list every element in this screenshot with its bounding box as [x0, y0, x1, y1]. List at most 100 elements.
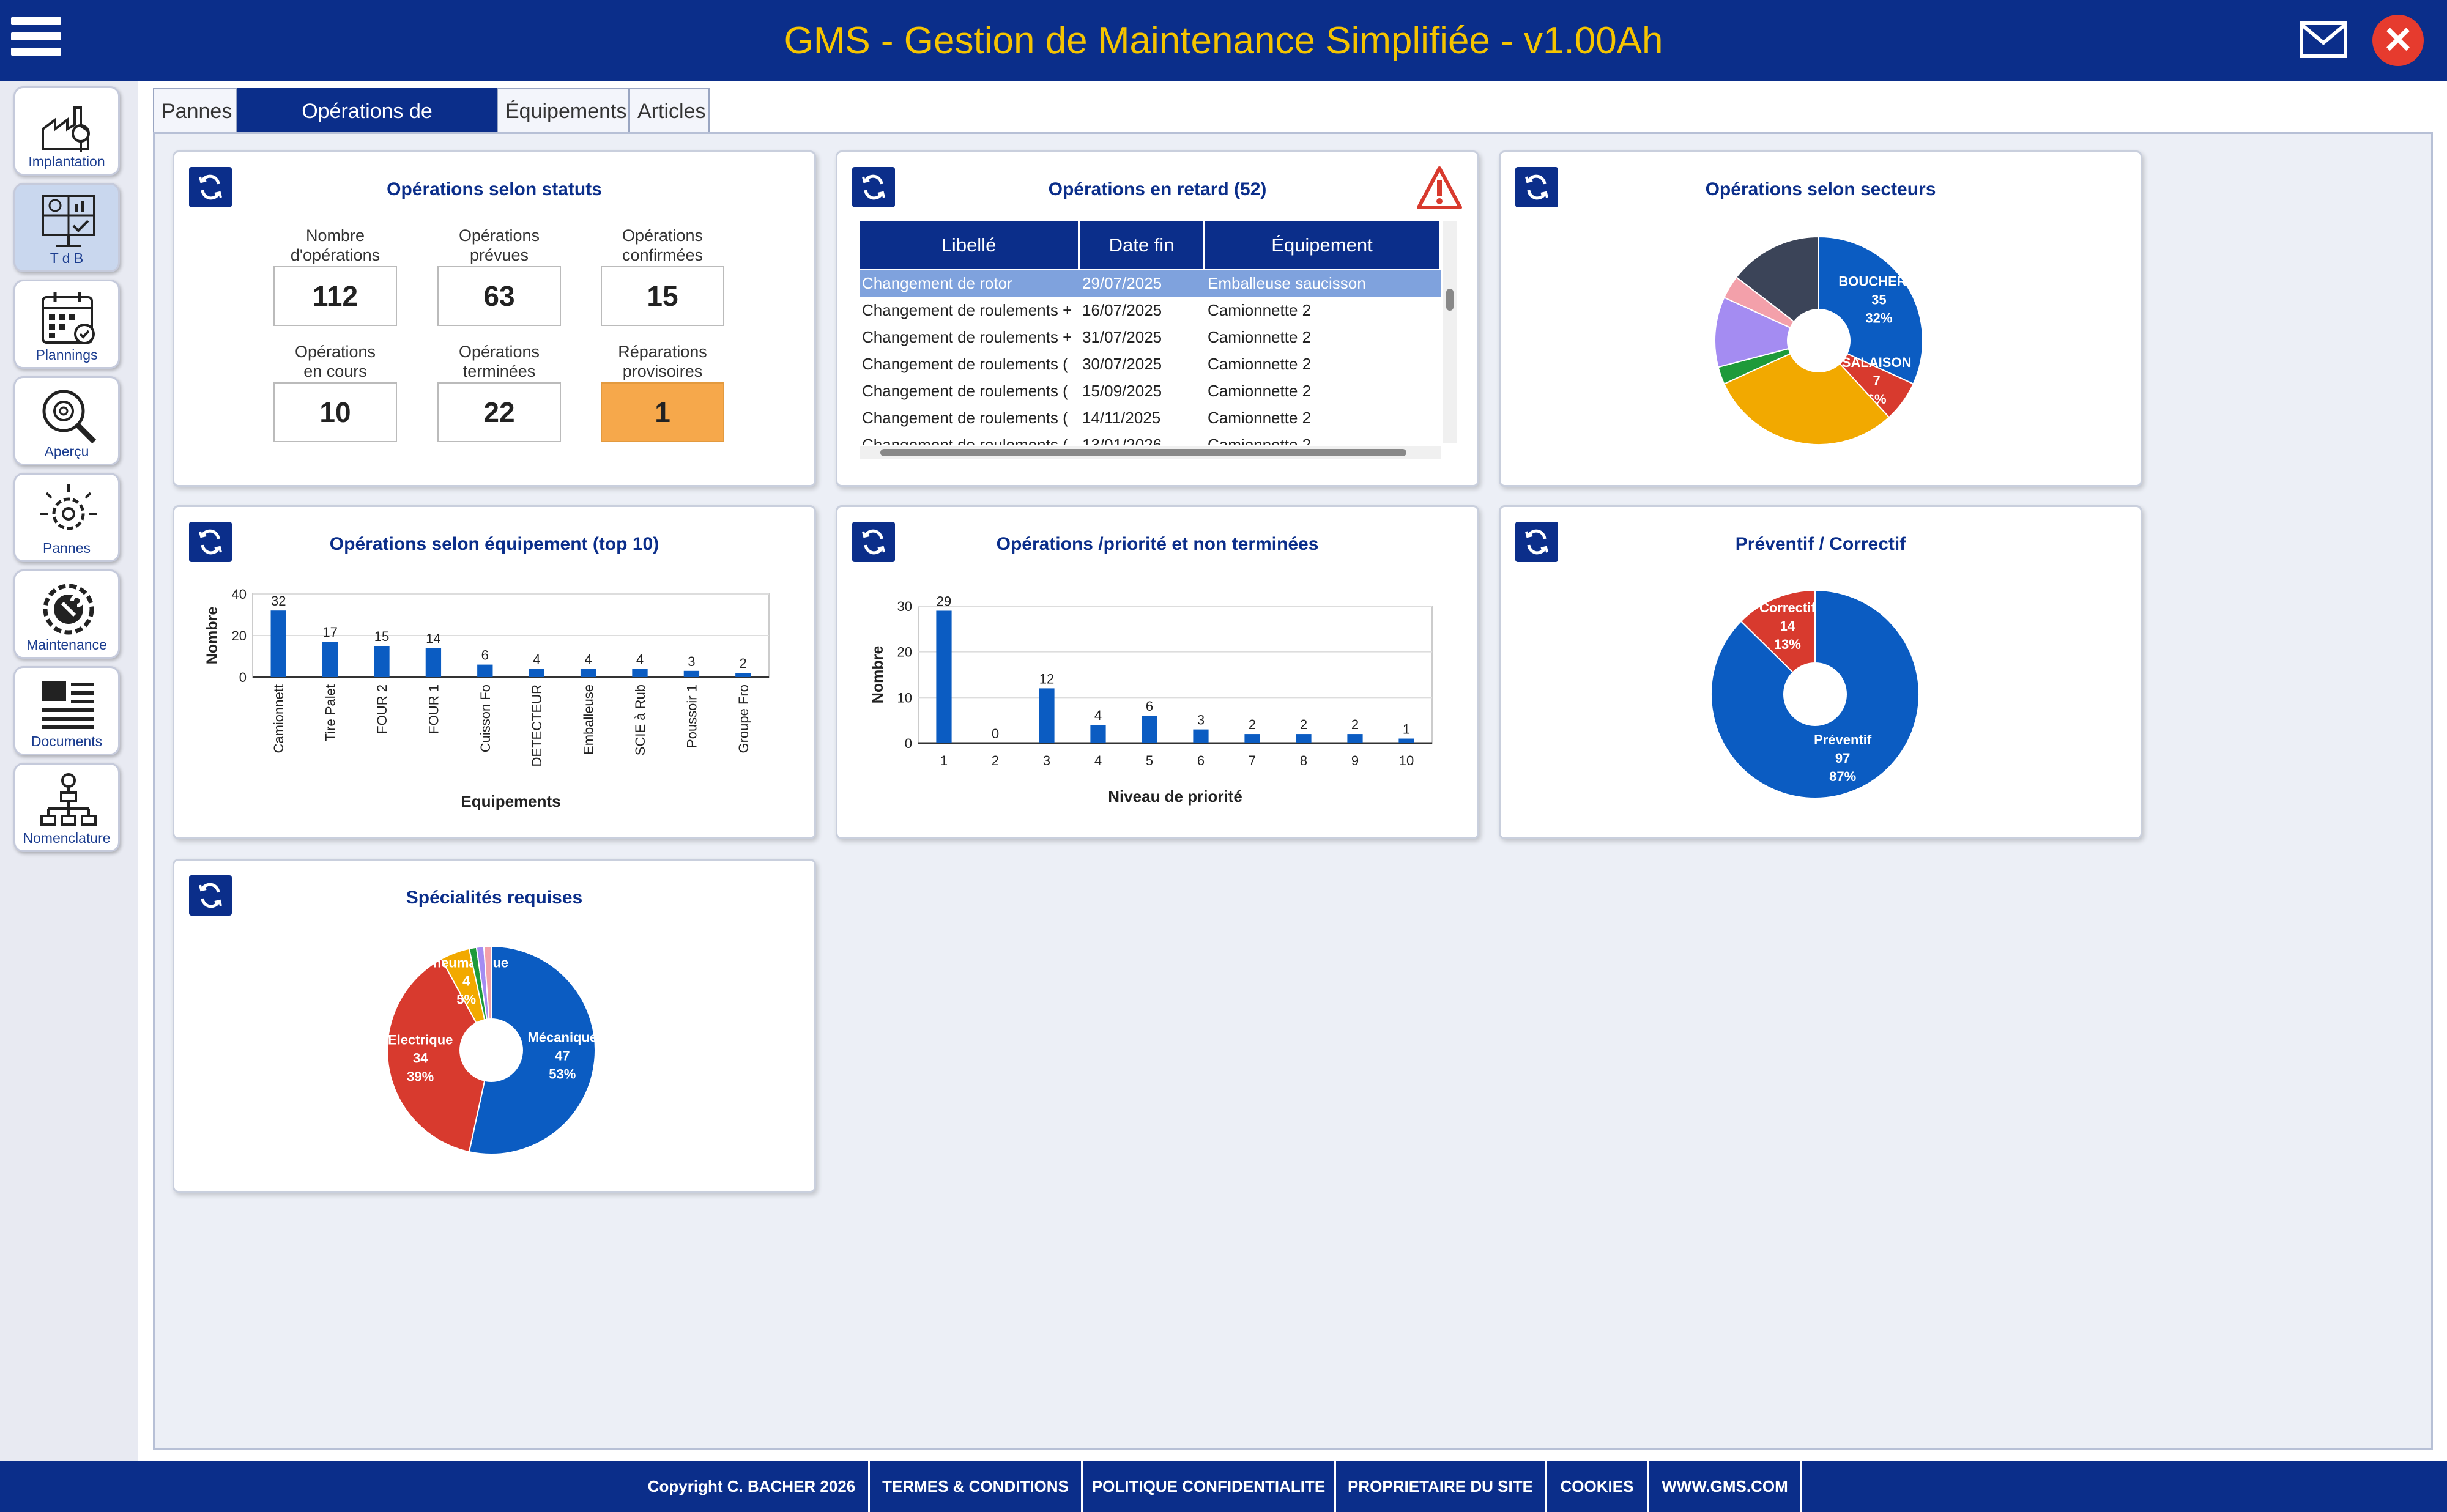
bar-value-label: 1: [1403, 722, 1410, 737]
refresh-button[interactable]: [189, 522, 232, 562]
table-cell: Camionnette 2: [1208, 409, 1312, 427]
refresh-button[interactable]: [852, 522, 895, 562]
sidebar-item-tdb[interactable]: T d B: [13, 183, 120, 272]
y-tick-label: 40: [232, 587, 247, 602]
sidebar-item-maintenance[interactable]: Maintenance: [13, 569, 120, 659]
card-secteurs: Opérations selon secteurs BOUCHERIE 35 32%…: [1499, 150, 2142, 487]
document-icon: [42, 681, 94, 729]
x-tick-label: Groupe Fro: [736, 684, 751, 754]
stat-label: Opérations confirmées: [622, 226, 704, 264]
magnifier-gear-icon: [42, 390, 97, 444]
slice-label: Pneumatique: [424, 955, 508, 970]
refresh-button[interactable]: [1515, 167, 1558, 207]
pie-slice: [468, 945, 596, 1155]
hamburger-menu-icon[interactable]: [11, 17, 61, 60]
table-row[interactable]: Changement de roulements (13/01/2026 Cami…: [860, 431, 1441, 445]
tab-pannes[interactable]: Pannes: [153, 88, 237, 133]
table-row[interactable]: Changement de roulements ( 14/11/2025 Cami…: [860, 404, 1441, 431]
refresh-icon: [199, 883, 222, 908]
bar: [936, 610, 952, 743]
x-tick-label: FOUR 1: [426, 684, 441, 734]
column-header-equipement[interactable]: Équipement: [1205, 221, 1441, 269]
card-title: Opérations selon secteurs: [1705, 179, 1936, 199]
bar-value-label: 2: [1300, 717, 1307, 732]
footer-link-website[interactable]: WWW.GMS.COM: [1649, 1461, 1802, 1512]
column-header-date-fin[interactable]: Date fin: [1080, 221, 1205, 269]
stat-label: Nombre d'opérations: [290, 226, 381, 264]
slice-label: BOUCHERIE: [1838, 274, 1919, 289]
y-tick-label: 0: [239, 670, 247, 685]
card-title: Spécialités requises: [406, 888, 583, 908]
x-tick-label: 8: [1300, 753, 1307, 768]
x-tick-label: Tire Palet: [323, 684, 338, 741]
bar: [632, 669, 648, 677]
scrollbar-thumb[interactable]: [880, 449, 1406, 456]
footer-link-privacy[interactable]: POLITIQUE CONFIDENTIALITE: [1083, 1461, 1336, 1512]
stat-label: Opérations terminées: [458, 343, 540, 380]
table-cell: 29/07/2025: [1082, 274, 1162, 292]
slice-label: 34: [413, 1051, 428, 1066]
bar-value-label: 3: [688, 654, 695, 669]
mail-icon[interactable]: [2299, 21, 2348, 59]
x-tick-label: Emballeuse: [581, 684, 596, 755]
tab-equipements[interactable]: Équipements: [497, 88, 629, 133]
x-tick-label: 1: [940, 753, 948, 768]
sidebar-item-label: Documents: [31, 733, 103, 749]
table-cell: Camionnette 2: [1208, 328, 1312, 346]
horizontal-scrollbar[interactable]: [860, 446, 1441, 459]
table-row[interactable]: Changement de roulements + 16/07/2025 Cami…: [860, 297, 1441, 324]
bar-value-label: 0: [992, 726, 999, 741]
sidebar-item-pannes[interactable]: Pannes: [13, 473, 120, 562]
column-header-libelle[interactable]: Libellé: [860, 221, 1080, 269]
card-title: Préventif / Correctif: [1735, 534, 1906, 554]
refresh-button[interactable]: [189, 167, 232, 207]
table-row[interactable]: Changement de rotor 29/07/2025 Emballeuse …: [860, 270, 1441, 297]
x-tick-label: 9: [1351, 753, 1359, 768]
sidebar-item-plannings[interactable]: Plannings: [13, 280, 120, 369]
slice-label: 7: [1873, 373, 1881, 388]
app-title: GMS - Gestion de Maintenance Simplifiée …: [784, 20, 1663, 62]
sidebar-item-apercu[interactable]: Aperçu: [13, 376, 120, 465]
table-row[interactable]: Changement de roulements (15/09/2025 Cami…: [860, 377, 1441, 404]
close-button[interactable]: ✕: [2372, 15, 2424, 66]
table-cell: Emballeuse saucisson: [1208, 274, 1366, 292]
x-tick-label: 6: [1197, 753, 1205, 768]
stat-value: 22: [437, 382, 561, 442]
card-title: Opérations selon statuts: [387, 179, 602, 199]
slice-label: Electrique: [388, 1032, 453, 1048]
card-title: Opérations selon équipement (top 10): [329, 534, 659, 554]
card-preventif: Préventif / Correctif Préventif 97 87% Corr…: [1499, 505, 2142, 839]
refresh-button[interactable]: [189, 875, 232, 916]
bar: [1142, 716, 1157, 743]
scrollbar-thumb[interactable]: [1446, 289, 1454, 311]
slice-label: Mécanique: [527, 1030, 597, 1045]
card-title: Opérations en retard (52): [1048, 179, 1267, 199]
sidebar-item-documents[interactable]: Documents: [13, 666, 120, 755]
slice-label: 35: [1871, 292, 1886, 308]
sidebar-item-nomenclature[interactable]: Nomenclature: [13, 763, 120, 852]
refresh-button[interactable]: [852, 167, 895, 207]
vertical-scrollbar[interactable]: [1443, 221, 1457, 443]
table-row[interactable]: Changement de roulements + 31/07/2025 Cami…: [860, 324, 1441, 350]
refresh-button[interactable]: [1515, 522, 1558, 562]
x-tick-label: Poussoir 1: [684, 684, 699, 748]
footer-link-terms[interactable]: TERMES & CONDITIONS: [870, 1461, 1083, 1512]
refresh-icon: [199, 529, 222, 555]
bar-value-label: 4: [636, 651, 644, 667]
table-cell: 30/07/2025: [1082, 355, 1162, 373]
sidebar-item-implantation[interactable]: Implantation: [13, 86, 120, 176]
table-cell: 14/11/2025: [1082, 409, 1161, 427]
table-row[interactable]: Changement de roulements (30/07/2025 Cami…: [860, 350, 1441, 377]
table-cell: Changement de roulements (: [862, 409, 1068, 427]
sidebar-item-label: Aperçu: [44, 443, 89, 459]
tab-articles[interactable]: Articles: [629, 88, 710, 133]
y-axis-label: Nombre: [204, 607, 221, 665]
bar: [322, 642, 338, 677]
footer-link-owner[interactable]: PROPRIETAIRE DU SITE: [1336, 1461, 1547, 1512]
tab-operations-maintenance[interactable]: Opérations de maintenance: [237, 88, 497, 167]
footer-link-cookies[interactable]: COOKIES: [1547, 1461, 1649, 1512]
slice-label: 32%: [1865, 311, 1892, 326]
pie-slice: [387, 958, 492, 1153]
